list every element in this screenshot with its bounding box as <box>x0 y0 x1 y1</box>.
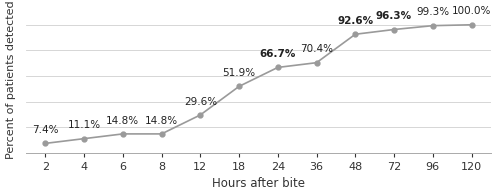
Text: 70.4%: 70.4% <box>300 44 333 54</box>
Y-axis label: Percent of patients detected: Percent of patients detected <box>6 0 16 159</box>
Text: 92.6%: 92.6% <box>337 16 374 26</box>
X-axis label: Hours after bite: Hours after bite <box>212 177 305 191</box>
Text: 51.9%: 51.9% <box>222 68 256 78</box>
Text: 29.6%: 29.6% <box>184 97 217 107</box>
Text: 7.4%: 7.4% <box>32 125 58 135</box>
Text: 99.3%: 99.3% <box>416 7 450 17</box>
Text: 14.8%: 14.8% <box>145 116 178 126</box>
Text: 100.0%: 100.0% <box>452 6 491 16</box>
Text: 96.3%: 96.3% <box>376 11 412 21</box>
Text: 66.7%: 66.7% <box>260 49 296 59</box>
Text: 11.1%: 11.1% <box>68 120 100 130</box>
Text: 14.8%: 14.8% <box>106 116 140 126</box>
